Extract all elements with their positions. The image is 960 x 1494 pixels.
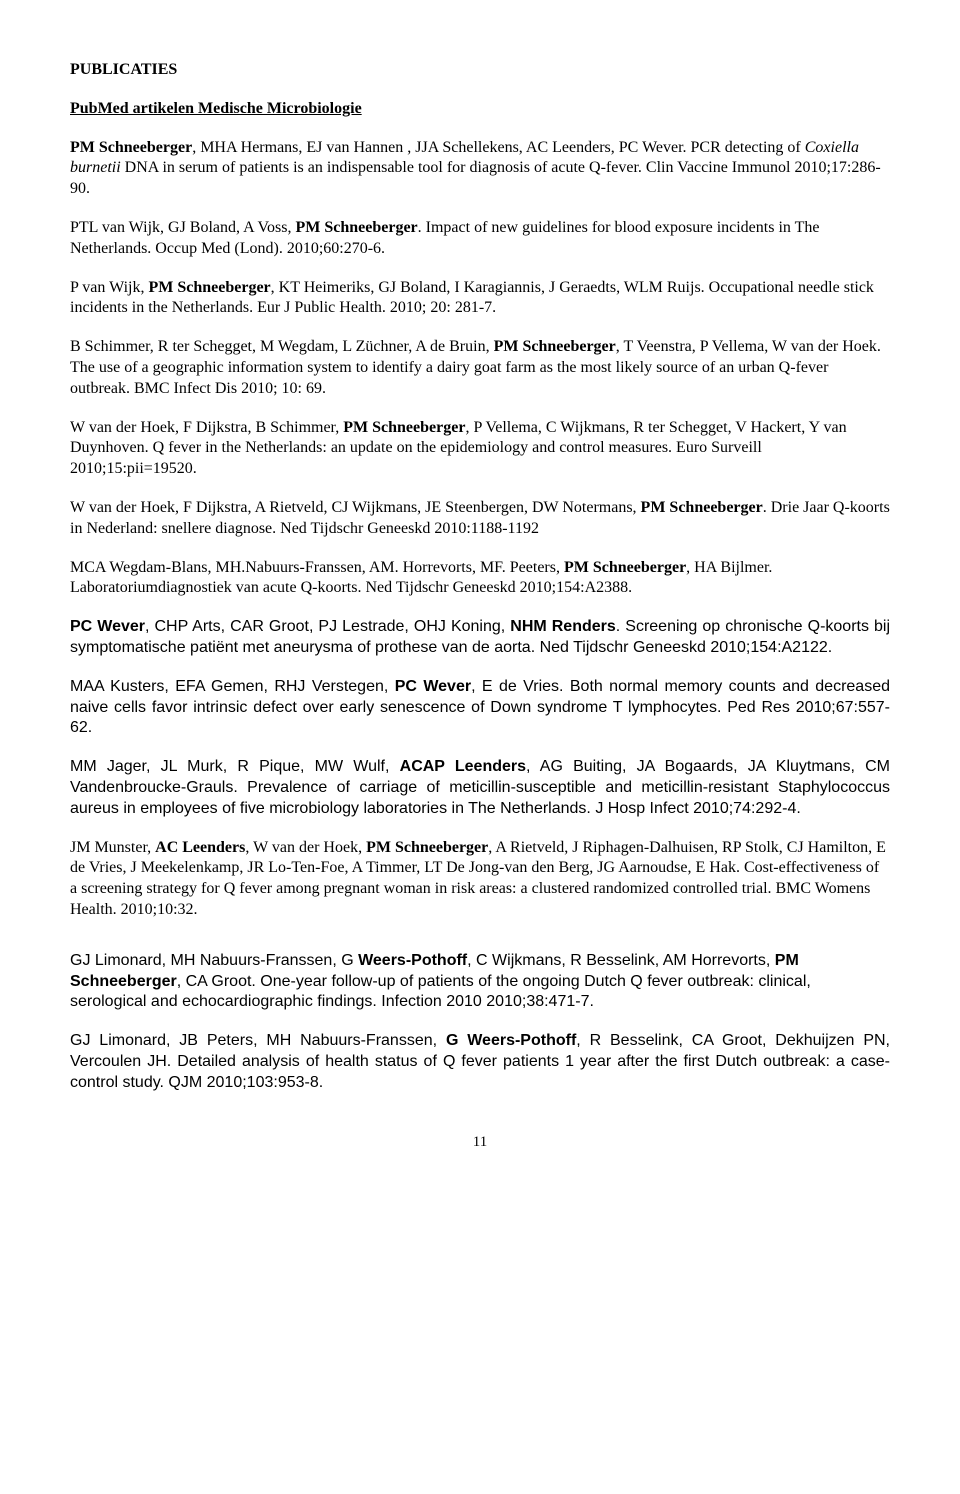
text: GJ Limonard, JB Peters, MH Nabuurs-Frans… xyxy=(70,1032,446,1049)
subsection-heading: PubMed artikelen Medische Microbiologie xyxy=(70,99,890,120)
author-bold: PM Schneeberger xyxy=(148,279,270,296)
publication-entry: GJ Limonard, JB Peters, MH Nabuurs-Frans… xyxy=(70,1031,890,1093)
text: P van Wijk, xyxy=(70,279,148,296)
author-bold: PC Wever xyxy=(70,618,145,635)
author-bold: ACAP Leenders xyxy=(400,758,526,775)
author-bold: PM Schneeberger xyxy=(70,139,192,156)
text: MM Jager, JL Murk, R Pique, MW Wulf, xyxy=(70,758,400,775)
publication-entry: MCA Wegdam-Blans, MH.Nabuurs-Franssen, A… xyxy=(70,558,890,600)
author-bold: PM Schneeberger xyxy=(366,839,488,856)
author-bold: PC Wever xyxy=(395,678,471,695)
text: W van der Hoek, F Dijkstra, B Schimmer, xyxy=(70,419,343,436)
section-heading: PUBLICATIES xyxy=(70,60,890,81)
text: , MHA Hermans, EJ van Hannen , JJA Schel… xyxy=(192,139,805,156)
text: GJ Limonard, MH Nabuurs-Franssen, G xyxy=(70,952,358,969)
publication-entry: W van der Hoek, F Dijkstra, B Schimmer, … xyxy=(70,418,890,480)
publication-entry: B Schimmer, R ter Schegget, M Wegdam, L … xyxy=(70,337,890,399)
text: PTL van Wijk, GJ Boland, A Voss, xyxy=(70,219,295,236)
author-bold: AC Leenders xyxy=(155,839,245,856)
text: JM Munster, xyxy=(70,839,155,856)
publication-entry: GJ Limonard, MH Nabuurs-Franssen, G Weer… xyxy=(70,951,890,1013)
publication-entry: PC Wever, CHP Arts, CAR Groot, PJ Lestra… xyxy=(70,617,890,659)
text: , C Wijkmans, R Besselink, AM Horrevorts… xyxy=(467,952,775,969)
author-bold: PM Schneeberger xyxy=(564,559,686,576)
text: MCA Wegdam-Blans, MH.Nabuurs-Franssen, A… xyxy=(70,559,564,576)
publication-entry: JM Munster, AC Leenders, W van der Hoek,… xyxy=(70,838,890,921)
publication-entry: PTL van Wijk, GJ Boland, A Voss, PM Schn… xyxy=(70,218,890,260)
author-bold: PM Schneeberger xyxy=(494,338,616,355)
author-bold: G Weers-Pothoff xyxy=(446,1032,576,1049)
text: , CA Groot. One-year follow-up of patien… xyxy=(70,973,811,1011)
publication-entry: W van der Hoek, F Dijkstra, A Rietveld, … xyxy=(70,498,890,540)
text: , W van der Hoek, xyxy=(245,839,366,856)
text: , CHP Arts, CAR Groot, PJ Lestrade, OHJ … xyxy=(145,618,510,635)
author-bold: NHM Renders xyxy=(510,618,616,635)
publication-entry: P van Wijk, PM Schneeberger, KT Heimerik… xyxy=(70,278,890,320)
page-number: 11 xyxy=(70,1133,890,1153)
publication-entry: MM Jager, JL Murk, R Pique, MW Wulf, ACA… xyxy=(70,757,890,819)
author-bold: Weers-Pothoff xyxy=(358,952,467,969)
publication-entry: PM Schneeberger, MHA Hermans, EJ van Han… xyxy=(70,138,890,200)
text: B Schimmer, R ter Schegget, M Wegdam, L … xyxy=(70,338,494,355)
text: DNA in serum of patients is an indispens… xyxy=(70,159,881,197)
text: W van der Hoek, F Dijkstra, A Rietveld, … xyxy=(70,499,641,516)
author-bold: PM Schneeberger xyxy=(343,419,465,436)
author-bold: PM Schneeberger xyxy=(295,219,417,236)
author-bold: PM Schneeberger xyxy=(641,499,763,516)
publication-entry: MAA Kusters, EFA Gemen, RHJ Verstegen, P… xyxy=(70,677,890,739)
text: MAA Kusters, EFA Gemen, RHJ Verstegen, xyxy=(70,678,395,695)
